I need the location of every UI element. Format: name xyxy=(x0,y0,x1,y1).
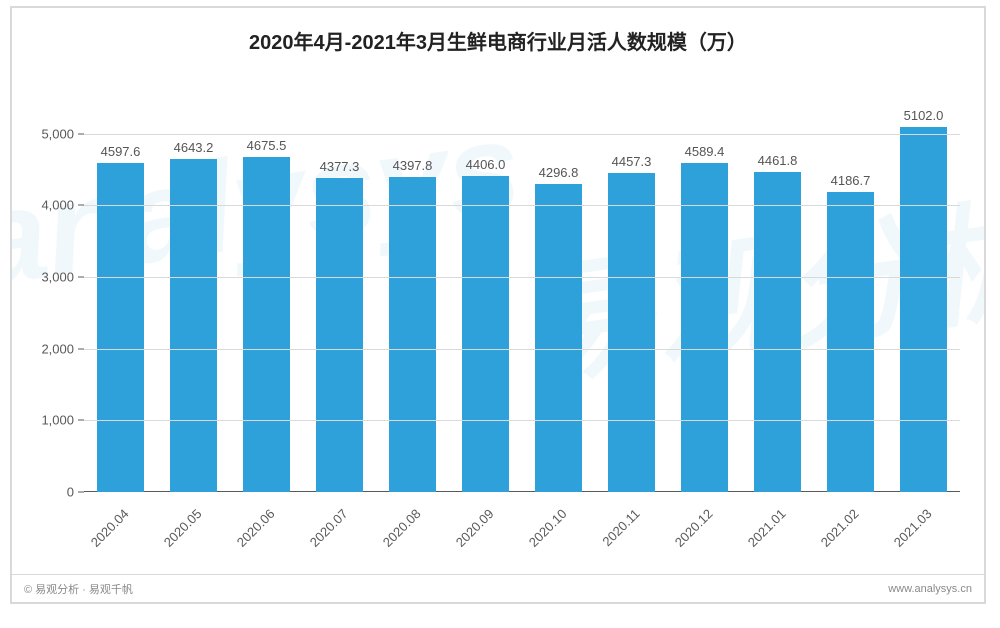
bar-value-label: 4186.7 xyxy=(831,173,871,188)
y-tick-mark xyxy=(78,277,84,278)
bar-slot: 4406.02020.09 xyxy=(449,98,522,492)
y-tick-label: 3,000 xyxy=(41,270,74,285)
y-tick-label: 1,000 xyxy=(41,413,74,428)
x-tick-label: 2021.02 xyxy=(817,506,861,550)
bar-slot: 4597.62020.04 xyxy=(84,98,157,492)
chart-title: 2020年4月-2021年3月生鲜电商行业月活人数规模（万） xyxy=(12,8,984,55)
y-tick-label: 4,000 xyxy=(41,198,74,213)
chart-frame: analysys 易观分析 2020年4月-2021年3月生鲜电商行业月活人数规… xyxy=(10,6,986,604)
bar-value-label: 4643.2 xyxy=(174,140,214,155)
grid-line xyxy=(84,205,960,206)
grid-line xyxy=(84,134,960,135)
bar: 4461.8 xyxy=(754,172,801,492)
y-tick-label: 0 xyxy=(67,485,74,500)
x-tick-label: 2020.06 xyxy=(233,506,277,550)
y-tick-mark xyxy=(78,133,84,134)
x-tick-label: 2020.04 xyxy=(87,506,131,550)
bar-slot: 4461.82021.01 xyxy=(741,98,814,492)
y-tick-mark xyxy=(78,348,84,349)
bar-slot: 4377.32020.07 xyxy=(303,98,376,492)
bar-value-label: 4589.4 xyxy=(685,144,725,159)
bar: 4597.6 xyxy=(97,163,144,492)
x-tick-label: 2020.12 xyxy=(671,506,715,550)
y-tick-mark xyxy=(78,205,84,206)
x-tick-label: 2020.08 xyxy=(379,506,423,550)
bar-slot: 4589.42020.12 xyxy=(668,98,741,492)
bar-slot: 4397.82020.08 xyxy=(376,98,449,492)
bar-value-label: 4597.6 xyxy=(101,144,141,159)
chart-footer: © 易观分析 · 易观千帆 www.analysys.cn xyxy=(12,574,984,602)
bar-value-label: 4377.3 xyxy=(320,159,360,174)
y-tick-mark xyxy=(78,420,84,421)
bars-container: 4597.62020.044643.22020.054675.52020.064… xyxy=(84,98,960,492)
bar-slot: 4296.82020.10 xyxy=(522,98,595,492)
x-tick-label: 2020.09 xyxy=(452,506,496,550)
grid-line xyxy=(84,349,960,350)
grid-line xyxy=(84,277,960,278)
y-tick-label: 2,000 xyxy=(41,341,74,356)
bar-slot: 5102.02021.03 xyxy=(887,98,960,492)
bar-value-label: 4296.8 xyxy=(539,165,579,180)
x-tick-label: 2021.03 xyxy=(890,506,934,550)
bar: 4675.5 xyxy=(243,157,290,492)
bar-slot: 4643.22020.05 xyxy=(157,98,230,492)
bar: 4397.8 xyxy=(389,177,436,492)
bar-value-label: 4675.5 xyxy=(247,138,287,153)
bar-slot: 4186.72021.02 xyxy=(814,98,887,492)
bar: 4377.3 xyxy=(316,178,363,492)
x-tick-label: 2021.01 xyxy=(744,506,788,550)
bar-value-label: 4406.0 xyxy=(466,157,506,172)
footer-left: © 易观分析 · 易观千帆 xyxy=(24,581,133,597)
bar-value-label: 5102.0 xyxy=(904,108,944,123)
bar-value-label: 4397.8 xyxy=(393,158,433,173)
bar-slot: 4675.52020.06 xyxy=(230,98,303,492)
bar-value-label: 4457.3 xyxy=(612,154,652,169)
bar: 4186.7 xyxy=(827,192,874,492)
grid-line xyxy=(84,420,960,421)
x-tick-label: 2020.10 xyxy=(525,506,569,550)
bar: 4589.4 xyxy=(681,163,728,492)
bar: 5102.0 xyxy=(900,127,947,492)
bar-slot: 4457.32020.11 xyxy=(595,98,668,492)
bar: 4457.3 xyxy=(608,173,655,492)
x-tick-label: 2020.05 xyxy=(160,506,204,550)
x-tick-label: 2020.11 xyxy=(599,506,642,549)
x-tick-label: 2020.07 xyxy=(306,506,350,550)
bar-value-label: 4461.8 xyxy=(758,153,798,168)
y-tick-mark xyxy=(78,492,84,493)
y-tick-label: 5,000 xyxy=(41,126,74,141)
bar: 4406.0 xyxy=(462,176,509,492)
footer-right: www.analysys.cn xyxy=(888,583,972,595)
bar: 4643.2 xyxy=(170,159,217,492)
plot-area: 4597.62020.044643.22020.054675.52020.064… xyxy=(84,98,960,492)
bar: 4296.8 xyxy=(535,184,582,492)
